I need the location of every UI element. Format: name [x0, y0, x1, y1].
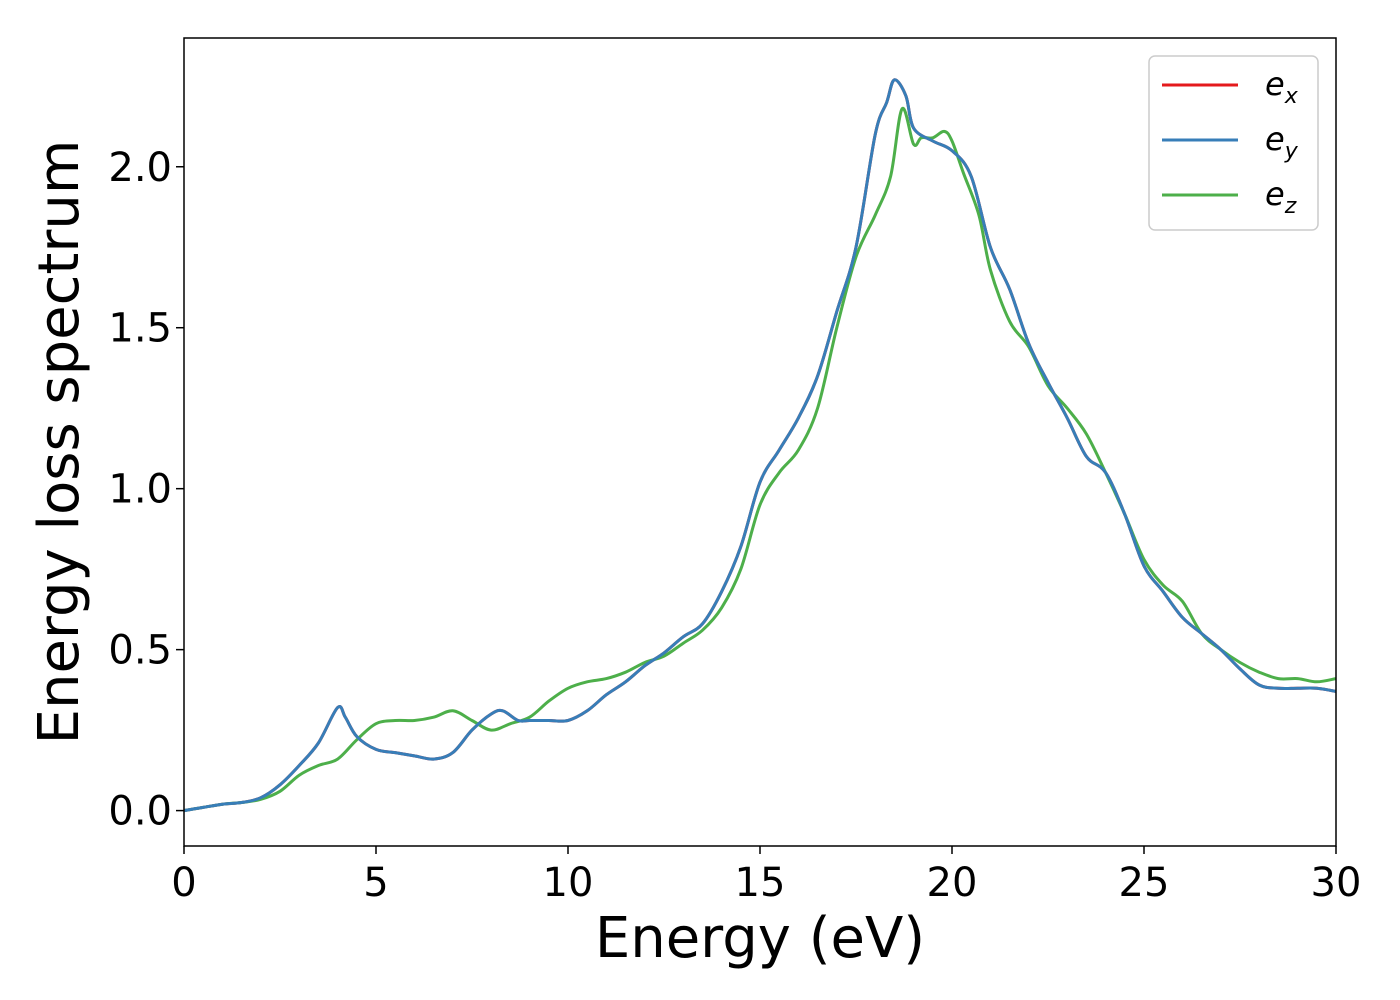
series-line-y [184, 78, 1336, 813]
y-axis: 0.0 0.5 1.0 1.5 2.0 [108, 145, 184, 835]
legend: ex ey ez [1148, 55, 1319, 231]
x-tick-label: 5 [363, 860, 388, 906]
y-tick-label: 1.5 [108, 306, 172, 352]
y-tick-label: 0.5 [108, 628, 172, 674]
x-axis: 0 5 10 15 20 25 30 [171, 846, 1361, 906]
x-tick-label: 10 [543, 860, 594, 906]
x-tick-label: 25 [1119, 860, 1170, 906]
plot-background [184, 38, 1336, 846]
legend-label-y: ey [1265, 120, 1299, 164]
x-tick-label: 0 [171, 860, 196, 906]
legend-label-z: ez [1265, 175, 1297, 219]
y-tick-label: 0.0 [108, 789, 172, 835]
series-layer [184, 78, 1336, 813]
y-tick-label: 2.0 [108, 145, 172, 191]
y-axis-label: Energy loss spectrum [27, 140, 92, 745]
legend-label-x: ex [1265, 65, 1299, 109]
x-tick-label: 20 [927, 860, 978, 906]
legend-box [1148, 55, 1319, 231]
y-tick-label: 1.0 [108, 467, 172, 513]
x-axis-label: Energy (eV) [595, 906, 925, 971]
x-tick-label: 15 [735, 860, 786, 906]
x-tick-label: 30 [1311, 860, 1362, 906]
